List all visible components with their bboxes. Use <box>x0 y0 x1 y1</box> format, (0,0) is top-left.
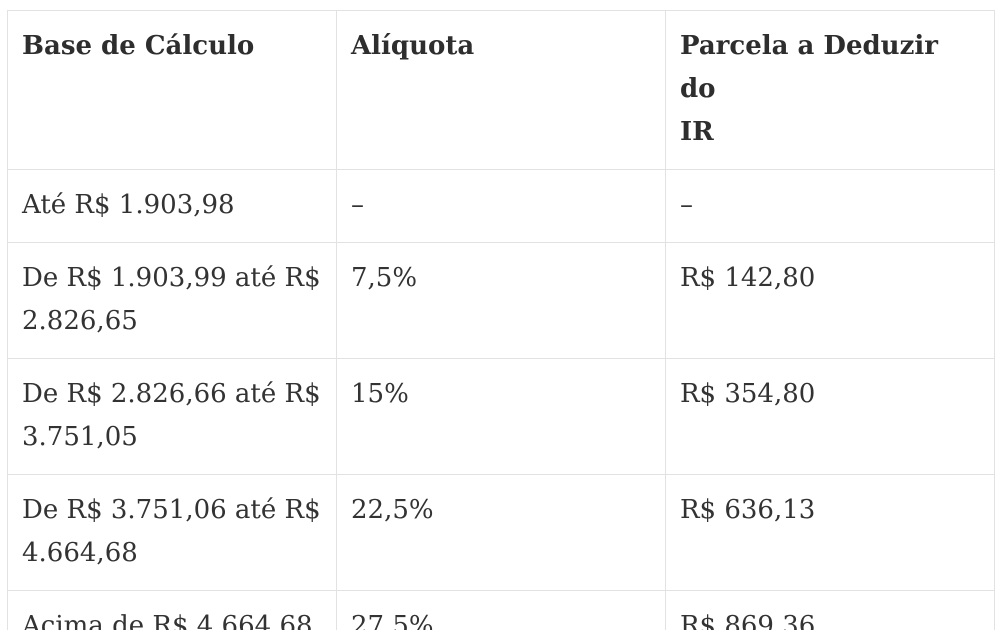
table-row: De R$ 1.903,99 até R$ 2.826,65 7,5% R$ 1… <box>7 242 996 359</box>
cell-parcela: R$ 869,36 <box>664 590 996 630</box>
cell-parcela: R$ 354,80 <box>664 358 996 475</box>
table-header: Base de Cálculo Alíquota Parcela a Deduz… <box>7 10 996 170</box>
cell-base: De R$ 1.903,99 até R$ 2.826,65 <box>7 242 337 359</box>
header-cell-parcela: Parcela a Deduzir do IR <box>664 10 996 170</box>
table-row: Até R$ 1.903,98 – – <box>7 169 996 243</box>
cell-base: De R$ 3.751,06 até R$ 4.664,68 <box>7 474 337 591</box>
cell-aliquota: 7,5% <box>335 242 666 359</box>
table-row: De R$ 2.826,66 até R$ 3.751,05 15% R$ 35… <box>7 358 996 475</box>
cell-base: De R$ 2.826,66 até R$ 3.751,05 <box>7 358 337 475</box>
cell-aliquota: 27,5% <box>335 590 666 630</box>
header-cell-aliquota: Alíquota <box>335 10 666 170</box>
cell-base: Acima de R$ 4.664,68 <box>7 590 337 630</box>
header-row: Base de Cálculo Alíquota Parcela a Deduz… <box>7 10 996 170</box>
table-row: Acima de R$ 4.664,68 27,5% R$ 869,36 <box>7 590 996 630</box>
cell-aliquota: – <box>335 169 666 243</box>
header-cell-base: Base de Cálculo <box>7 10 337 170</box>
table-body: Até R$ 1.903,98 – – De R$ 1.903,99 até R… <box>7 169 996 630</box>
cell-base: Até R$ 1.903,98 <box>7 169 337 243</box>
cell-aliquota: 22,5% <box>335 474 666 591</box>
cell-aliquota: 15% <box>335 358 666 475</box>
tax-brackets-table: Base de Cálculo Alíquota Parcela a Deduz… <box>7 10 996 630</box>
cell-parcela: R$ 142,80 <box>664 242 996 359</box>
cell-parcela: – <box>664 169 996 243</box>
table-row: De R$ 3.751,06 até R$ 4.664,68 22,5% R$ … <box>7 474 996 591</box>
cell-parcela: R$ 636,13 <box>664 474 996 591</box>
